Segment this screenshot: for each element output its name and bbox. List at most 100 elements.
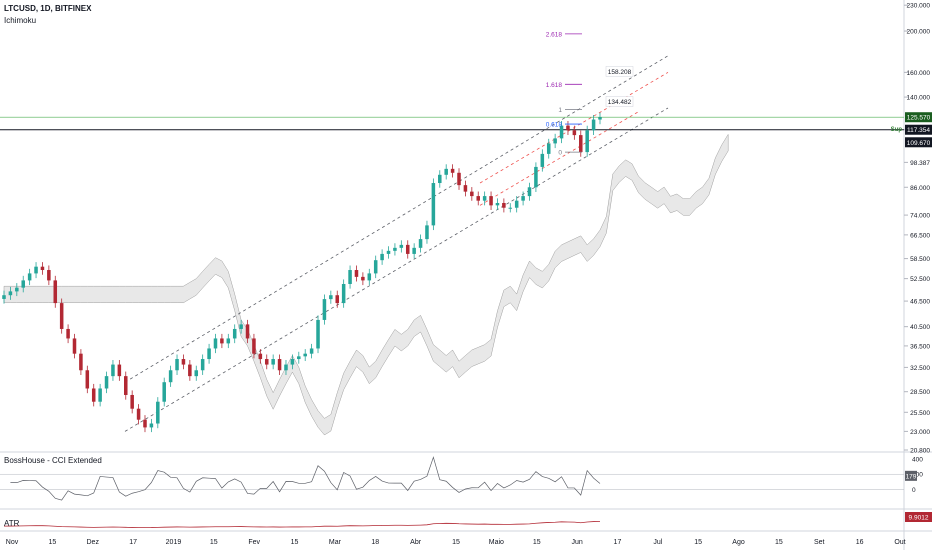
candle-body bbox=[457, 172, 461, 186]
candle-body bbox=[540, 153, 545, 167]
y-tick-label: 98.387 bbox=[910, 160, 930, 167]
price-axis[interactable]: 20.800 23.000 25.500 28.500 32.500 36.500 40.5… bbox=[904, 3, 932, 455]
candle-body bbox=[85, 370, 90, 389]
candle-body bbox=[15, 287, 19, 292]
candle-body bbox=[508, 207, 513, 209]
candle-body bbox=[239, 324, 243, 329]
candle-body bbox=[463, 185, 468, 192]
candle-body bbox=[566, 125, 570, 131]
candle-body bbox=[425, 225, 429, 240]
cci-title[interactable]: BossHouse - CCI Extended bbox=[4, 456, 102, 465]
y-tick-label: 160.000 bbox=[907, 70, 931, 77]
y-tick-label: 23.000 bbox=[910, 429, 930, 436]
time-axis[interactable]: Nov 15 Dez 17 2019 15 Fev 15 Mar 18 Abr 15 Maio 15 Jun… bbox=[6, 539, 906, 546]
candle-body bbox=[220, 338, 224, 344]
y-tick-label: 20.800 bbox=[910, 448, 930, 455]
sup-label: Sup bbox=[891, 127, 903, 133]
candle-body bbox=[418, 239, 423, 248]
candle-body bbox=[386, 250, 391, 254]
candle-body bbox=[149, 423, 154, 428]
candle-body bbox=[546, 143, 551, 154]
y-tick-label: 74.000 bbox=[910, 213, 930, 220]
candle-body bbox=[309, 348, 314, 354]
candle-body bbox=[200, 359, 205, 371]
candle-body bbox=[591, 119, 596, 131]
x-tick-label: Jun bbox=[571, 539, 582, 546]
cci-pane: 400 200 0 179 bbox=[0, 456, 923, 501]
candle-body bbox=[117, 364, 122, 377]
x-tick-label: Fev bbox=[248, 539, 260, 546]
candle-body bbox=[213, 338, 218, 349]
candle-body bbox=[21, 280, 25, 288]
candle-body bbox=[393, 247, 397, 251]
candle-body bbox=[72, 338, 77, 354]
candle-body bbox=[438, 174, 442, 184]
y-tick-label: 52.500 bbox=[910, 276, 930, 283]
fib-level-label: 0.618 bbox=[546, 122, 563, 129]
candle-body bbox=[380, 253, 384, 261]
y-tick-label: 86.000 bbox=[910, 185, 930, 192]
candle-body bbox=[258, 353, 263, 360]
candle-body bbox=[405, 244, 410, 254]
candle-body bbox=[226, 338, 231, 344]
candle-body bbox=[412, 247, 416, 254]
candle-body bbox=[290, 359, 295, 365]
y-tick-label: 40.500 bbox=[910, 324, 930, 331]
candle-body bbox=[27, 273, 32, 281]
candle-body bbox=[188, 364, 192, 377]
candle-body bbox=[175, 359, 179, 371]
candle-body bbox=[489, 196, 493, 206]
target-label-bg bbox=[605, 66, 634, 77]
y-tick-label: 28.500 bbox=[910, 389, 930, 396]
main-pane[interactable] bbox=[0, 0, 904, 452]
candle-body bbox=[47, 270, 51, 281]
candle-body bbox=[399, 244, 404, 248]
candle-body bbox=[91, 388, 96, 402]
candle-body bbox=[329, 295, 333, 300]
candle-body bbox=[104, 376, 109, 389]
candle-body bbox=[341, 283, 346, 304]
indicator-title[interactable]: Ichimoku bbox=[4, 16, 37, 25]
candle-body bbox=[534, 166, 538, 188]
candle-body bbox=[245, 324, 250, 339]
y-tick-label: 230.000 bbox=[907, 3, 931, 10]
cci-value-label: 179 bbox=[906, 473, 917, 480]
target-channel-lower bbox=[479, 110, 641, 206]
y-tick-label: 36.500 bbox=[910, 343, 930, 350]
cci-line bbox=[10, 456, 601, 501]
candle-body bbox=[553, 138, 557, 144]
x-tick-label: 17 bbox=[129, 539, 137, 546]
candle-body bbox=[162, 382, 166, 402]
candle-body bbox=[181, 359, 186, 365]
candle-body bbox=[303, 353, 307, 357]
candle-body bbox=[40, 266, 45, 271]
candle-body bbox=[98, 388, 102, 402]
fib-level-label: 1 bbox=[558, 107, 562, 114]
x-tick-label: 16 bbox=[856, 539, 864, 546]
x-tick-label: Set bbox=[814, 539, 825, 546]
target-label: 134.482 bbox=[608, 99, 632, 106]
x-tick-label: 2019 bbox=[166, 539, 182, 546]
price-label: 109.670 bbox=[907, 140, 931, 147]
candles bbox=[2, 112, 602, 433]
x-tick-label: 15 bbox=[694, 539, 702, 546]
x-tick-label: 15 bbox=[291, 539, 299, 546]
x-tick-label: 15 bbox=[775, 539, 783, 546]
cci-tick-label: 200 bbox=[912, 472, 923, 479]
candle-body bbox=[579, 135, 583, 153]
candle-body bbox=[514, 200, 519, 208]
atr-title[interactable]: ATR bbox=[4, 519, 20, 528]
candle-body bbox=[130, 394, 134, 409]
x-tick-label: Dez bbox=[87, 539, 100, 546]
candle-body bbox=[470, 191, 474, 197]
candle-body bbox=[136, 408, 141, 420]
candle-body bbox=[232, 328, 237, 339]
target-label: 158.208 bbox=[608, 69, 632, 76]
candle-body bbox=[79, 353, 83, 371]
candle-body bbox=[277, 359, 282, 371]
symbol-title[interactable]: LTCUSD, 1D, BITFINEX bbox=[4, 4, 92, 13]
price-label-bg bbox=[905, 112, 932, 123]
candle-body bbox=[373, 260, 378, 274]
y-tick-label: 66.500 bbox=[910, 232, 930, 239]
candle-body bbox=[322, 299, 327, 320]
